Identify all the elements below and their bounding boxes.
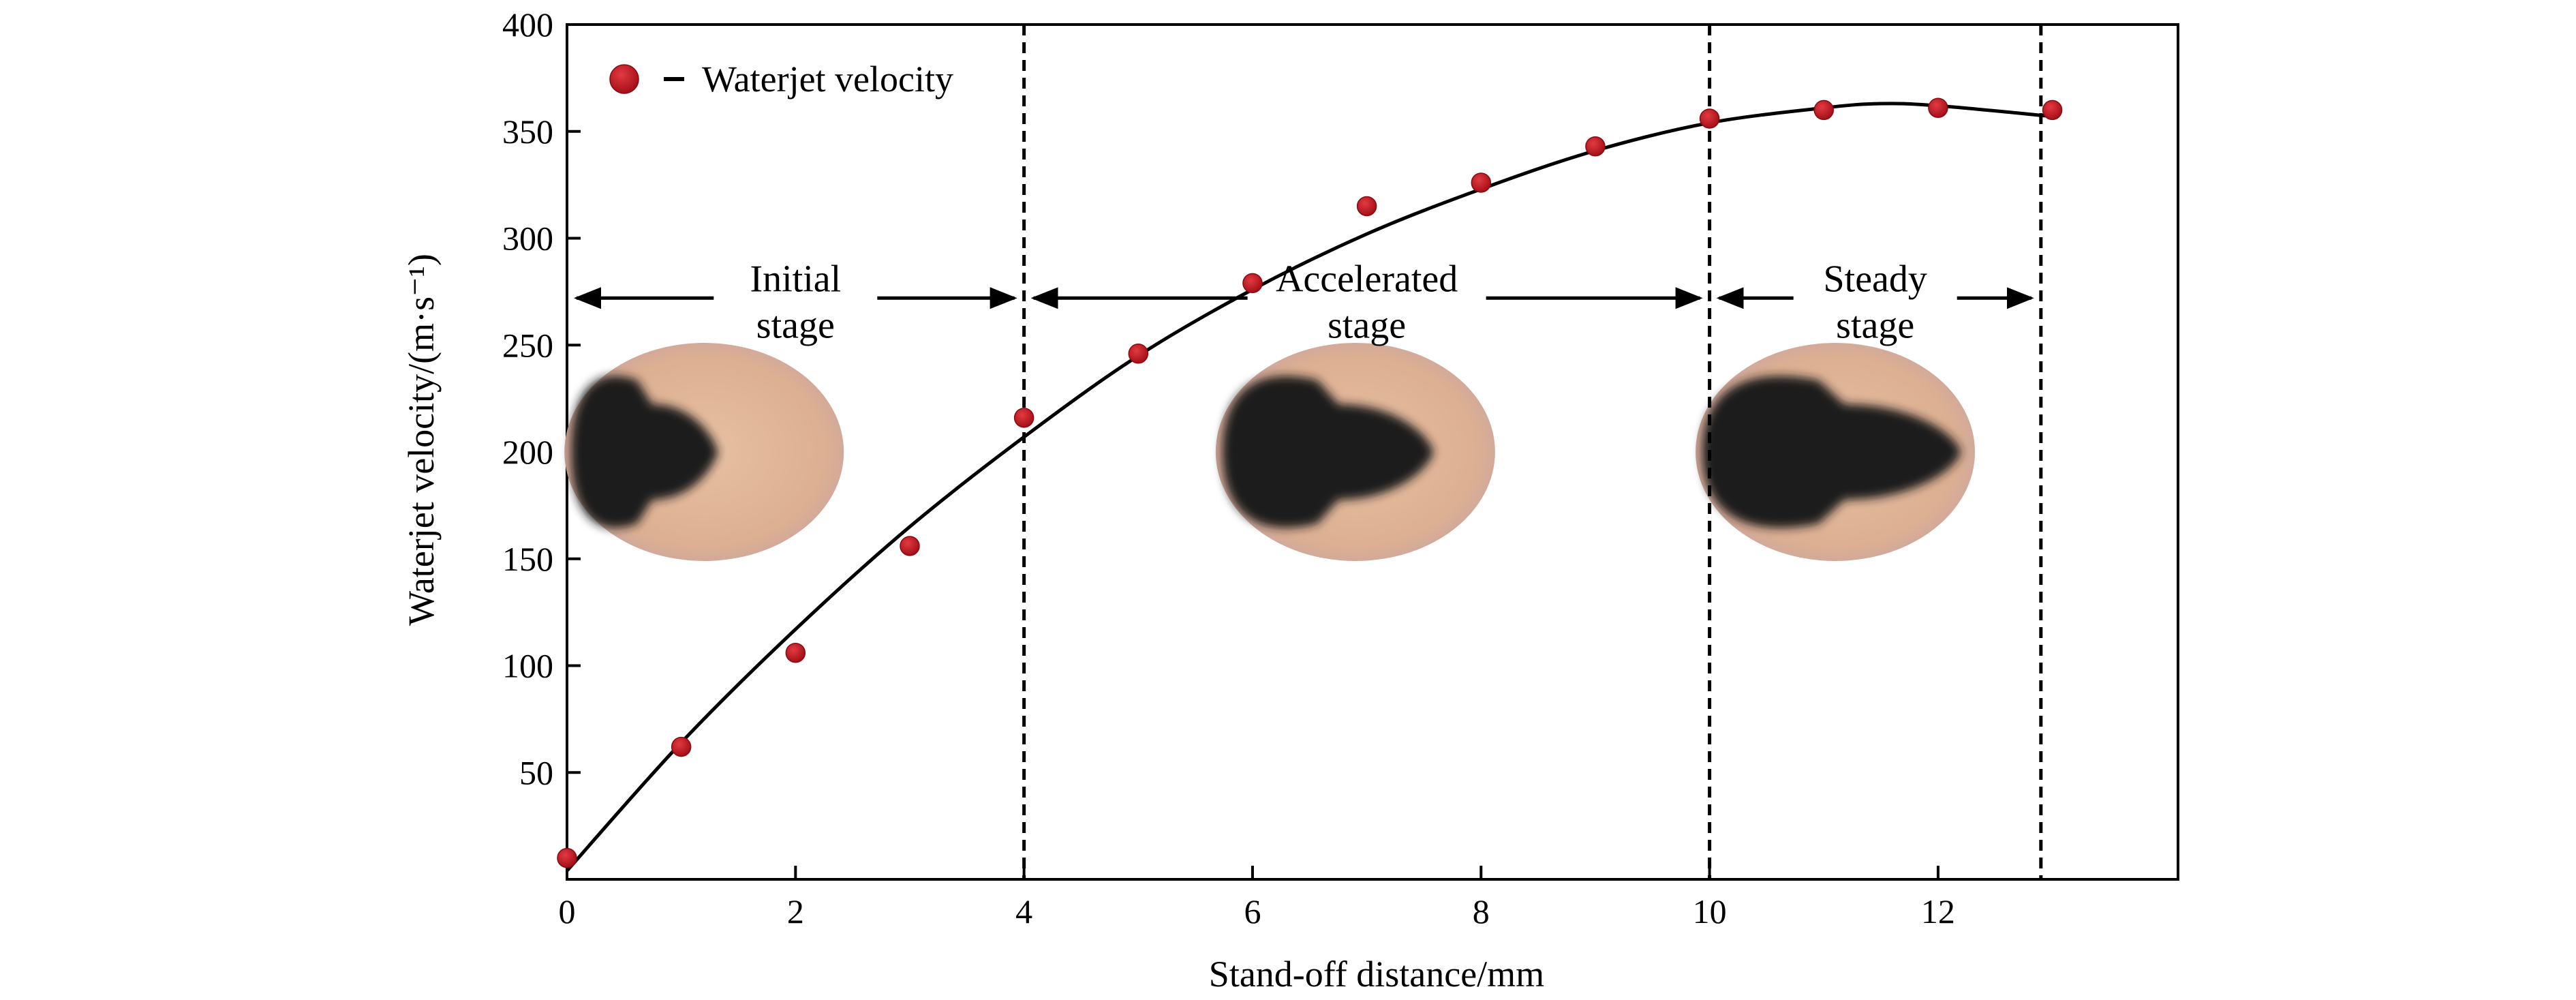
- jet-image-core: [1222, 376, 1434, 528]
- y-tick-label: 350: [502, 112, 553, 151]
- data-point: [1699, 108, 1720, 129]
- y-tick-label: 50: [519, 753, 553, 791]
- y-tick-label: 300: [502, 219, 553, 258]
- legend-label: Waterjet velocity: [702, 59, 953, 100]
- x-axis-title: Stand-off distance/mm: [1209, 954, 1544, 995]
- y-tick-label: 200: [502, 433, 553, 471]
- plot-area: 0 2 4 6 8 10 1250100150200250300350400Initials…: [502, 5, 2179, 930]
- legend: Waterjet velocity: [609, 59, 953, 100]
- stage-label-line2: stage: [1836, 304, 1914, 346]
- y-tick-label: 400: [502, 5, 553, 44]
- stage-label-line1: Accelerated: [1276, 258, 1458, 300]
- x-tick-label: 8: [1473, 892, 1490, 930]
- x-tick-label: 10: [1693, 892, 1727, 930]
- jet-image-core: [1702, 376, 1961, 528]
- y-tick-label: 250: [502, 326, 553, 364]
- y-tick-label: 100: [502, 647, 553, 685]
- x-tick-label: 12: [1921, 892, 1955, 930]
- data-point: [2042, 100, 2063, 121]
- x-tick-label: 2: [787, 892, 804, 930]
- stage-label-line1: Steady: [1823, 258, 1927, 300]
- x-tick-label: 0: [559, 892, 576, 930]
- stage-label-line2: stage: [756, 304, 835, 346]
- data-point: [1585, 136, 1606, 157]
- x-tick-label: 6: [1244, 892, 1261, 930]
- data-point: [671, 736, 692, 757]
- jet-image-initial: [564, 343, 844, 561]
- stage-label-line1: Initial: [750, 258, 841, 300]
- data-point: [1128, 344, 1149, 364]
- jet-image-steady: [1696, 343, 1976, 561]
- data-point: [785, 642, 806, 663]
- y-axis-title: Waterjet velocity/(m·s⁻¹): [401, 254, 442, 626]
- y-tick-label: 150: [502, 540, 553, 578]
- data-point: [1242, 273, 1263, 294]
- data-point: [900, 536, 920, 556]
- jet-image-accelerated: [1215, 343, 1495, 561]
- data-point: [1928, 97, 1948, 119]
- x-tick-label: 4: [1015, 892, 1032, 930]
- stage-label-line2: stage: [1328, 304, 1406, 346]
- data-point: [1813, 100, 1835, 121]
- data-point: [1356, 196, 1377, 217]
- jet-image-core: [571, 376, 718, 528]
- legend-marker: [609, 64, 639, 94]
- data-point: [557, 847, 577, 868]
- data-point: [1471, 172, 1492, 193]
- data-point: [1013, 408, 1034, 428]
